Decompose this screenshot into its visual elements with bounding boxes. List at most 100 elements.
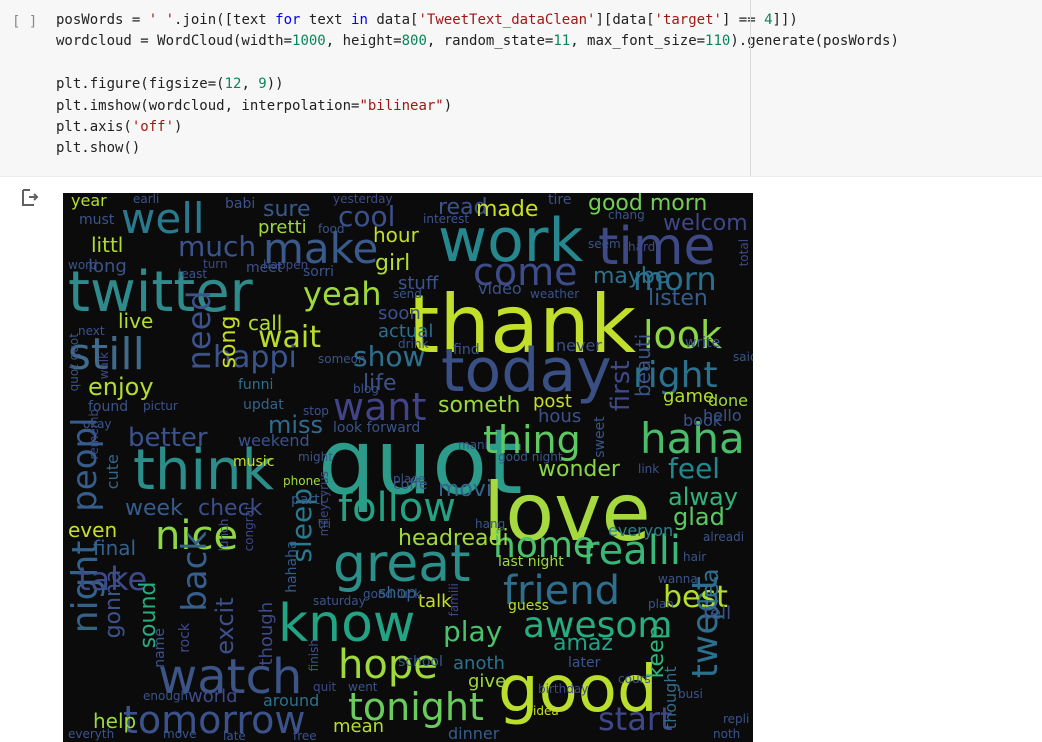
wordcloud-word: give <box>468 671 507 692</box>
wordcloud-word: quot quot <box>67 333 81 392</box>
code-editor[interactable]: posWords = ' '.join([text for text in da… <box>56 10 1036 176</box>
wordcloud-word: least <box>178 267 208 281</box>
wordcloud-word: cool <box>338 200 396 233</box>
wordcloud-word: hang <box>475 517 506 531</box>
wordcloud-word: funni <box>238 377 274 393</box>
wordcloud-word: everyon <box>608 521 674 540</box>
code-line-1: posWords = ' '.join([text for text in da… <box>56 12 798 28</box>
wordcloud-word: pretti <box>258 217 307 238</box>
code-line-4: plt.figure(figsize=(12, 9)) <box>56 76 284 93</box>
wordcloud-word: show <box>353 340 426 373</box>
wordcloud-word: everyth <box>68 727 115 741</box>
code-cell[interactable]: [ ] posWords = ' '.join([text for text i… <box>0 0 1042 177</box>
wordcloud-word: year <box>71 193 107 210</box>
wordcloud-word: never <box>556 336 602 355</box>
wordcloud-word: morn <box>633 260 717 298</box>
wordcloud-word: hair <box>683 550 707 564</box>
wordcloud-word: send <box>393 287 422 301</box>
wordcloud-word: week <box>125 496 183 521</box>
wordcloud-word: take <box>78 560 148 598</box>
wordcloud-word: word <box>68 258 98 272</box>
wordcloud-word: babi <box>225 196 256 212</box>
wordcloud-word: yeah <box>303 275 382 313</box>
wordcloud-word: good morn <box>588 193 708 216</box>
wordcloud-word: done <box>708 391 748 410</box>
wordcloud-word: stuff <box>398 273 439 294</box>
wordcloud-word: later <box>568 655 601 671</box>
wordcloud-word: pictur <box>143 399 178 413</box>
wordcloud-word: walk <box>97 351 111 380</box>
wordcloud-word: interest <box>423 212 470 226</box>
wordcloud-word: littl <box>91 233 124 257</box>
wordcloud-word: good night <box>498 450 563 464</box>
code-line-5: plt.imshow(wordcloud, interpolation="bil… <box>56 97 453 114</box>
wordcloud-word: listen <box>648 286 708 311</box>
wordcloud-word: come <box>473 250 578 294</box>
wordcloud-word: find <box>453 342 480 358</box>
wordcloud-word: need <box>180 290 218 371</box>
wordcloud-word: good <box>498 653 658 727</box>
wordcloud-word: gonna <box>101 569 126 639</box>
wordcloud-word: live <box>118 309 154 333</box>
wordcloud-word: okay <box>83 417 112 431</box>
wordcloud-word: time <box>598 217 716 277</box>
wordcloud-word: think <box>133 438 274 503</box>
wordcloud-word: around <box>263 691 320 710</box>
wordcloud-word: follow <box>338 485 456 531</box>
wordcloud-word: quot <box>318 410 523 515</box>
wordcloud-word: wonder <box>538 457 620 482</box>
wordcloud-word: last night <box>498 554 564 570</box>
wordcloud-word: phone <box>283 474 321 488</box>
wordcloud-word: excit <box>211 597 239 655</box>
wordcloud-word: must <box>79 212 115 228</box>
wordcloud-word: congrat <box>242 505 256 552</box>
wordcloud-word: tomorrow <box>123 698 306 742</box>
wordcloud-word: back <box>175 530 215 612</box>
wordcloud-word: post <box>533 391 572 412</box>
wordcloud-word: school <box>398 654 443 670</box>
wordcloud-word: drink <box>398 337 429 351</box>
wordcloud-word: watch <box>158 649 303 705</box>
wordcloud-word: look <box>643 313 723 357</box>
wordcloud-word: soon <box>378 303 421 324</box>
wordcloud-word: lunch <box>217 518 231 552</box>
wordcloud-word: finish <box>307 639 321 672</box>
wordcloud-word: much <box>178 230 257 263</box>
wordcloud-word: maybe <box>593 264 669 289</box>
wordcloud-word: idea <box>533 704 559 718</box>
wordcloud-word: blog <box>353 382 379 396</box>
wordcloud-word: tell <box>703 603 732 624</box>
wordcloud-word: plan <box>648 597 674 611</box>
wordcloud-word: food <box>318 222 345 236</box>
wordcloud-word: make <box>263 224 379 273</box>
wordcloud-word: though <box>256 601 277 666</box>
run-cell-button[interactable]: [ ] <box>12 14 38 30</box>
wordcloud-word: hello <box>703 406 742 425</box>
wordcloud-image: thank quot love today twitter work think good kn… <box>63 193 753 742</box>
wordcloud-word: read <box>438 195 488 220</box>
wordcloud-word: coffe <box>393 477 428 493</box>
wordcloud-word: well <box>121 194 205 243</box>
wordcloud-word: welcom <box>663 211 748 236</box>
wordcloud-word: tire <box>548 193 572 208</box>
wordcloud-word: song <box>216 315 241 369</box>
wordcloud-word: hope <box>338 642 438 688</box>
wordcloud-word: repli <box>723 712 750 726</box>
wordcloud-word: meet <box>246 260 283 276</box>
wordcloud-word: quit <box>313 680 337 694</box>
wordcloud-word: tonight <box>348 685 484 729</box>
wordcloud-word: look forward <box>333 420 421 436</box>
wordcloud-word: want <box>333 385 427 429</box>
wordcloud-word: twitter <box>68 260 253 325</box>
wordcloud-word: noth <box>713 727 741 741</box>
wordcloud-word: parti <box>291 492 324 508</box>
wordcloud-word: good luck <box>363 587 422 601</box>
wordcloud-word: miss <box>268 411 324 439</box>
wordcloud-word: awesom <box>523 605 673 646</box>
wordcloud-word: famili <box>447 583 461 617</box>
wordcloud-word: feel <box>668 452 721 485</box>
wordcloud-word: dinner <box>448 724 500 742</box>
wordcloud-word: alway <box>668 483 738 511</box>
output-arrow-icon[interactable] <box>20 188 40 208</box>
wordcloud-word: yesterday <box>333 193 393 206</box>
